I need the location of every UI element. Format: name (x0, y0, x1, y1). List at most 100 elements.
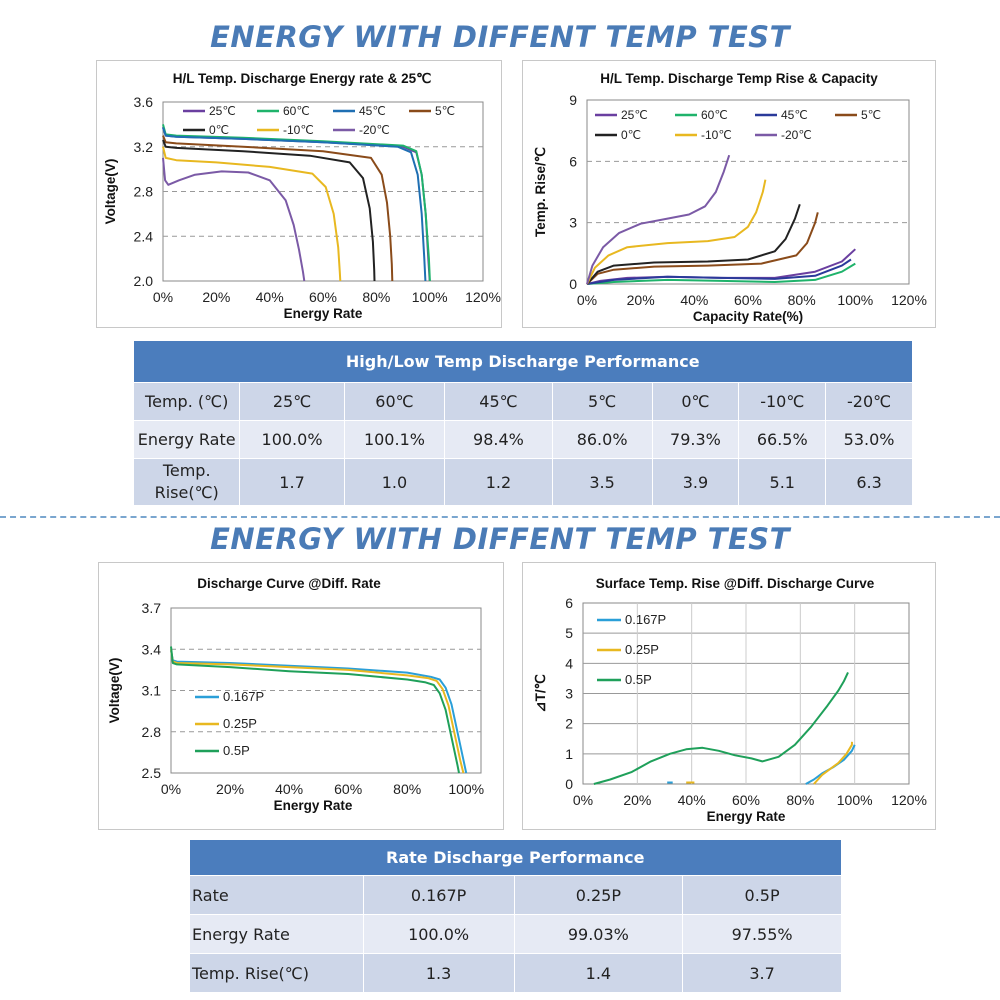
y-tick-label: 2.5 (142, 765, 162, 781)
legend-label: 45℃ (781, 108, 808, 122)
row-label: Temp. Rise(℃) (189, 953, 364, 992)
table-cell: 6.3 (825, 458, 912, 505)
y-tick-label: 3.1 (142, 683, 162, 699)
row-label: Energy Rate (189, 914, 364, 954)
x-axis-label: Energy Rate (284, 306, 363, 321)
chart-panel-2: H/L Temp. Discharge Temp Rise & Capacity… (522, 60, 936, 328)
table-cell: 1.2 (444, 458, 553, 505)
legend-label: -20℃ (359, 123, 390, 137)
y-tick-label: 4 (565, 655, 573, 671)
table-cell: -20℃ (825, 382, 912, 421)
legend-label: 0.167P (223, 689, 264, 704)
legend-entry: 5℃ (409, 104, 455, 118)
y-tick-label: 3 (565, 686, 573, 702)
table-cell: 3.5 (551, 458, 653, 505)
chart-title: Surface Temp. Rise @Diff. Discharge Curv… (596, 576, 875, 591)
x-tick-label: 0% (153, 289, 173, 305)
series-line-2 (170, 646, 460, 774)
legend-entry: 0℃ (595, 128, 641, 142)
table-row: Energy Rate 100.0% 100.1% 98.4% 86.0% 79.3% 66… (132, 420, 912, 459)
legend-label: 0.5P (625, 672, 652, 687)
legend-label: 60℃ (283, 104, 310, 118)
y-tick-label: 1 (565, 746, 573, 762)
legend-label: 5℃ (435, 104, 455, 118)
row-label: Temp. (℃) (132, 382, 240, 421)
table-cell: 45℃ (444, 382, 553, 421)
table-cell: 79.3% (651, 420, 739, 459)
x-tick-label: 20% (216, 781, 244, 797)
legend-entry: 25℃ (595, 108, 648, 122)
x-tick-label: 40% (256, 289, 284, 305)
x-tick-label: 20% (202, 289, 230, 305)
legend-label: 60℃ (701, 108, 728, 122)
y-tick-label: 0 (565, 776, 573, 792)
x-axis-label: Energy Rate (707, 809, 786, 824)
series-line-6 (162, 157, 306, 282)
table-title: Rate Discharge Performance (189, 840, 841, 876)
table-cell: 5.1 (738, 458, 826, 505)
legend-entry: 60℃ (257, 104, 310, 118)
legend-entry: 0℃ (183, 123, 229, 137)
table-row: Rate 0.167P 0.25P 0.5P (189, 875, 841, 915)
legend-entry: 25℃ (183, 104, 236, 118)
series-line-4 (586, 203, 801, 285)
x-tick-label: 80% (786, 792, 814, 808)
legend-label: 0.25P (625, 642, 659, 657)
x-tick-label: 80% (393, 781, 421, 797)
legend-entry: 60℃ (675, 108, 728, 122)
table-cell: 3.7 (682, 953, 841, 992)
series-line-1 (586, 262, 856, 285)
section-divider (0, 516, 1000, 518)
x-axis-label: Energy Rate (274, 798, 353, 813)
legend-entry: -10℃ (257, 123, 314, 137)
series-line-6 (586, 154, 731, 285)
x-tick-label: 100% (837, 292, 873, 308)
x-tick-label: 40% (680, 292, 708, 308)
chart-panel-4: Surface Temp. Rise @Diff. Discharge Curv… (522, 562, 936, 830)
legend-label: -10℃ (701, 128, 732, 142)
table-cell: 66.5% (738, 420, 826, 459)
x-tick-label: 100% (837, 792, 873, 808)
y-tick-label: 3.7 (142, 600, 162, 616)
series-line-2 (593, 671, 849, 785)
series-line-4 (162, 139, 376, 282)
x-tick-label: 0% (161, 781, 181, 797)
y-tick-label: 0 (569, 276, 577, 292)
legend-label: -20℃ (781, 128, 812, 142)
legend-entry: -20℃ (333, 123, 390, 137)
series-line-3 (586, 212, 819, 285)
legend-label: 0.167P (625, 612, 666, 627)
y-axis-label: ⊿T/℃ (533, 673, 548, 712)
table-cell: 3.9 (651, 458, 739, 505)
legend-entry: 0.25P (597, 642, 659, 657)
x-axis-label: Capacity Rate(%) (693, 309, 803, 324)
legend-label: 0℃ (621, 128, 641, 142)
table-cell: 25℃ (239, 382, 345, 421)
table-cell: 1.0 (343, 458, 445, 505)
legend-entry: 0.5P (597, 672, 652, 687)
x-tick-label: 20% (623, 792, 651, 808)
heading-bottom: ENERGY WITH DIFFENT TEMP TEST (210, 522, 790, 556)
legend-entry: 0.25P (195, 716, 257, 731)
x-tick-label: 20% (627, 292, 655, 308)
table-cell: 1.4 (513, 953, 683, 992)
table-cell: -10℃ (738, 382, 826, 421)
x-tick-label: 60% (309, 289, 337, 305)
series-line-1-b (813, 741, 853, 785)
y-tick-label: 2.4 (134, 228, 154, 244)
legend-entry: -20℃ (755, 128, 812, 142)
x-tick-label: 0% (573, 792, 593, 808)
chart-title: Discharge Curve @Diff. Rate (197, 576, 381, 591)
x-tick-label: 80% (788, 292, 816, 308)
y-axis-label: Voltage(V) (107, 658, 122, 724)
series-line-2 (586, 258, 852, 285)
legend-entry: -10℃ (675, 128, 732, 142)
y-tick-label: 2 (565, 716, 573, 732)
table-cell: 60℃ (343, 382, 445, 421)
y-axis-label: Voltage(V) (103, 159, 118, 225)
table-cell: 0.25P (513, 875, 683, 915)
series-line-0 (170, 650, 468, 774)
legend-label: 45℃ (359, 104, 386, 118)
y-tick-label: 2.8 (134, 184, 154, 200)
chart-temp-rise-capacity: H/L Temp. Discharge Temp Rise & Capacity… (533, 71, 927, 324)
